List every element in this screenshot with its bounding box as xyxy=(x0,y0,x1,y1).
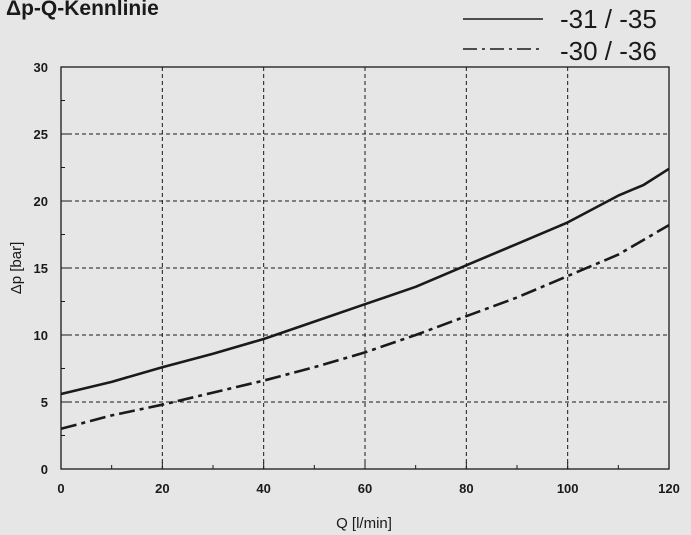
x-tick-label: 0 xyxy=(57,481,64,496)
y-tick-label: 30 xyxy=(34,60,48,75)
y-tick-label: 10 xyxy=(34,328,48,343)
y-tick-labels: 0 5 10 15 20 25 30 xyxy=(34,60,48,477)
y-tick-label: 5 xyxy=(41,395,48,410)
x-axis-label: Q [l/min] xyxy=(336,515,392,532)
y-tick-label: 25 xyxy=(34,127,48,142)
x-tick-label: 80 xyxy=(459,481,473,496)
y-tick-label: 20 xyxy=(34,194,48,209)
x-tick-label: 20 xyxy=(155,481,169,496)
x-tick-label: 60 xyxy=(358,481,372,496)
x-tick-label: 120 xyxy=(658,481,680,496)
legend-label-series-1: -31 / -35 xyxy=(560,4,657,34)
x-tick-label: 100 xyxy=(557,481,579,496)
chart-title: Δp-Q-Kennlinie xyxy=(6,0,159,20)
y-tick-label: 0 xyxy=(41,462,48,477)
legend-label-series-2: -30 / -36 xyxy=(560,36,657,66)
x-tick-labels: 0 20 40 60 80 100 120 xyxy=(57,481,679,496)
x-tick-label: 40 xyxy=(256,481,270,496)
y-tick-label: 15 xyxy=(34,261,48,276)
legend: -31 / -35 -30 / -36 xyxy=(463,4,657,66)
minor-ticks xyxy=(60,66,670,470)
grid xyxy=(61,67,669,469)
series-line-2 xyxy=(60,223,670,431)
y-axis-label: Δp [bar] xyxy=(8,242,25,295)
series-layer xyxy=(60,167,670,431)
series-line-1 xyxy=(60,167,670,396)
